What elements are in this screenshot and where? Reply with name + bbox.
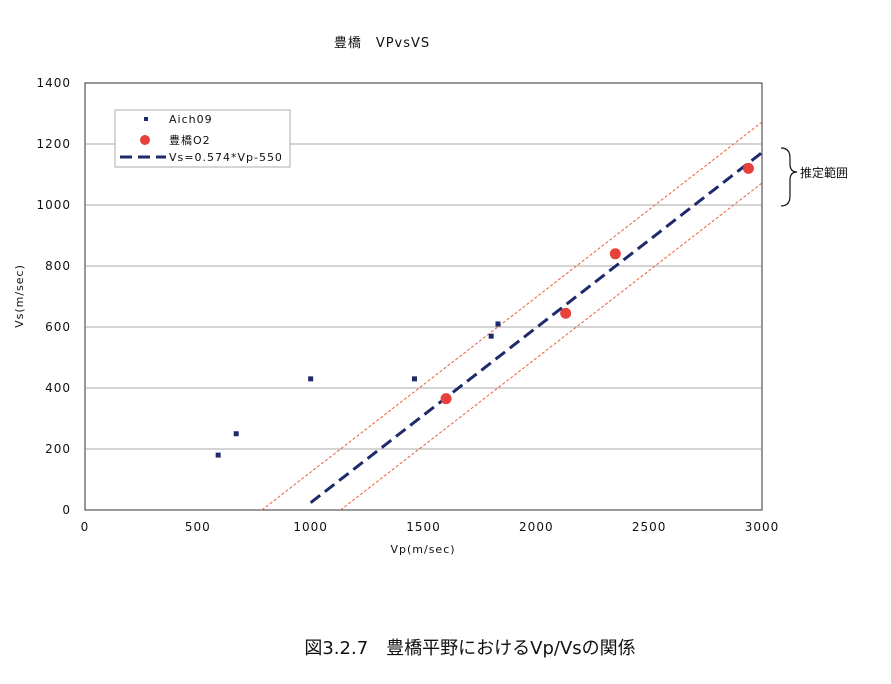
point-aich09 <box>488 333 494 339</box>
y-axis-label: Vs(m/sec) <box>13 264 26 328</box>
x-tick-label: 500 <box>185 520 211 534</box>
x-axis-label: Vp(m/sec) <box>390 543 455 556</box>
data-points <box>215 162 754 458</box>
point-aich09 <box>233 431 239 437</box>
band-line-lower <box>340 182 763 511</box>
point-aich09 <box>215 452 221 458</box>
point-toyohashi02 <box>440 393 452 405</box>
fit-line <box>309 151 763 504</box>
plot-area-frame <box>84 82 763 511</box>
chart-title: 豊橋 VPvsVS <box>333 36 431 51</box>
y-tick-label: 1200 <box>36 137 71 151</box>
bracket <box>780 147 798 207</box>
band-line-upper <box>261 121 763 511</box>
y-tick-label: 200 <box>45 442 71 456</box>
legend-marker-toyohashi02 <box>140 135 150 145</box>
y-tick-labels: 0 200 400 600 800 1000 1200 1400 <box>36 76 71 517</box>
legend-label-fit-line: Vs=0.574*Vp-550 <box>169 151 283 164</box>
estimate-band-lines <box>261 121 763 511</box>
legend: Aich09 豊橋O2 Vs=0.574*Vp-550 <box>114 109 291 168</box>
gridlines <box>85 143 762 450</box>
x-tick-label: 1500 <box>406 520 441 534</box>
x-tick-label: 1000 <box>293 520 328 534</box>
y-tick-label: 600 <box>45 320 71 334</box>
x-tick-label: 3000 <box>745 520 780 534</box>
y-tick-label: 1400 <box>36 76 71 90</box>
point-aich09 <box>495 321 501 327</box>
point-aich09 <box>308 376 314 382</box>
y-tick-label: 400 <box>45 381 71 395</box>
point-toyohashi02 <box>560 307 572 319</box>
figure-caption: 図3.2.7 豊橋平野におけるVp/Vsの関係 <box>304 638 636 659</box>
x-tick-label: 2500 <box>632 520 667 534</box>
y-tick-label: 800 <box>45 259 71 273</box>
point-toyohashi02 <box>609 248 621 260</box>
x-tick-label: 2000 <box>519 520 554 534</box>
legend-marker-aich09 <box>144 117 148 121</box>
fit-line-group <box>309 151 763 504</box>
x-tick-labels: 0 500 1000 1500 2000 2500 3000 <box>81 520 780 534</box>
estimate-range-label: 推定範囲 <box>800 165 848 180</box>
point-aich09 <box>411 376 417 382</box>
y-tick-label: 0 <box>62 503 71 517</box>
y-tick-label: 1000 <box>36 198 71 212</box>
legend-label-aich09: Aich09 <box>169 113 213 126</box>
point-toyohashi02 <box>742 162 754 174</box>
legend-label-toyohashi02: 豊橋O2 <box>169 133 211 147</box>
estimate-range-annotation: 推定範囲 <box>780 147 848 207</box>
x-tick-label: 0 <box>81 520 90 534</box>
